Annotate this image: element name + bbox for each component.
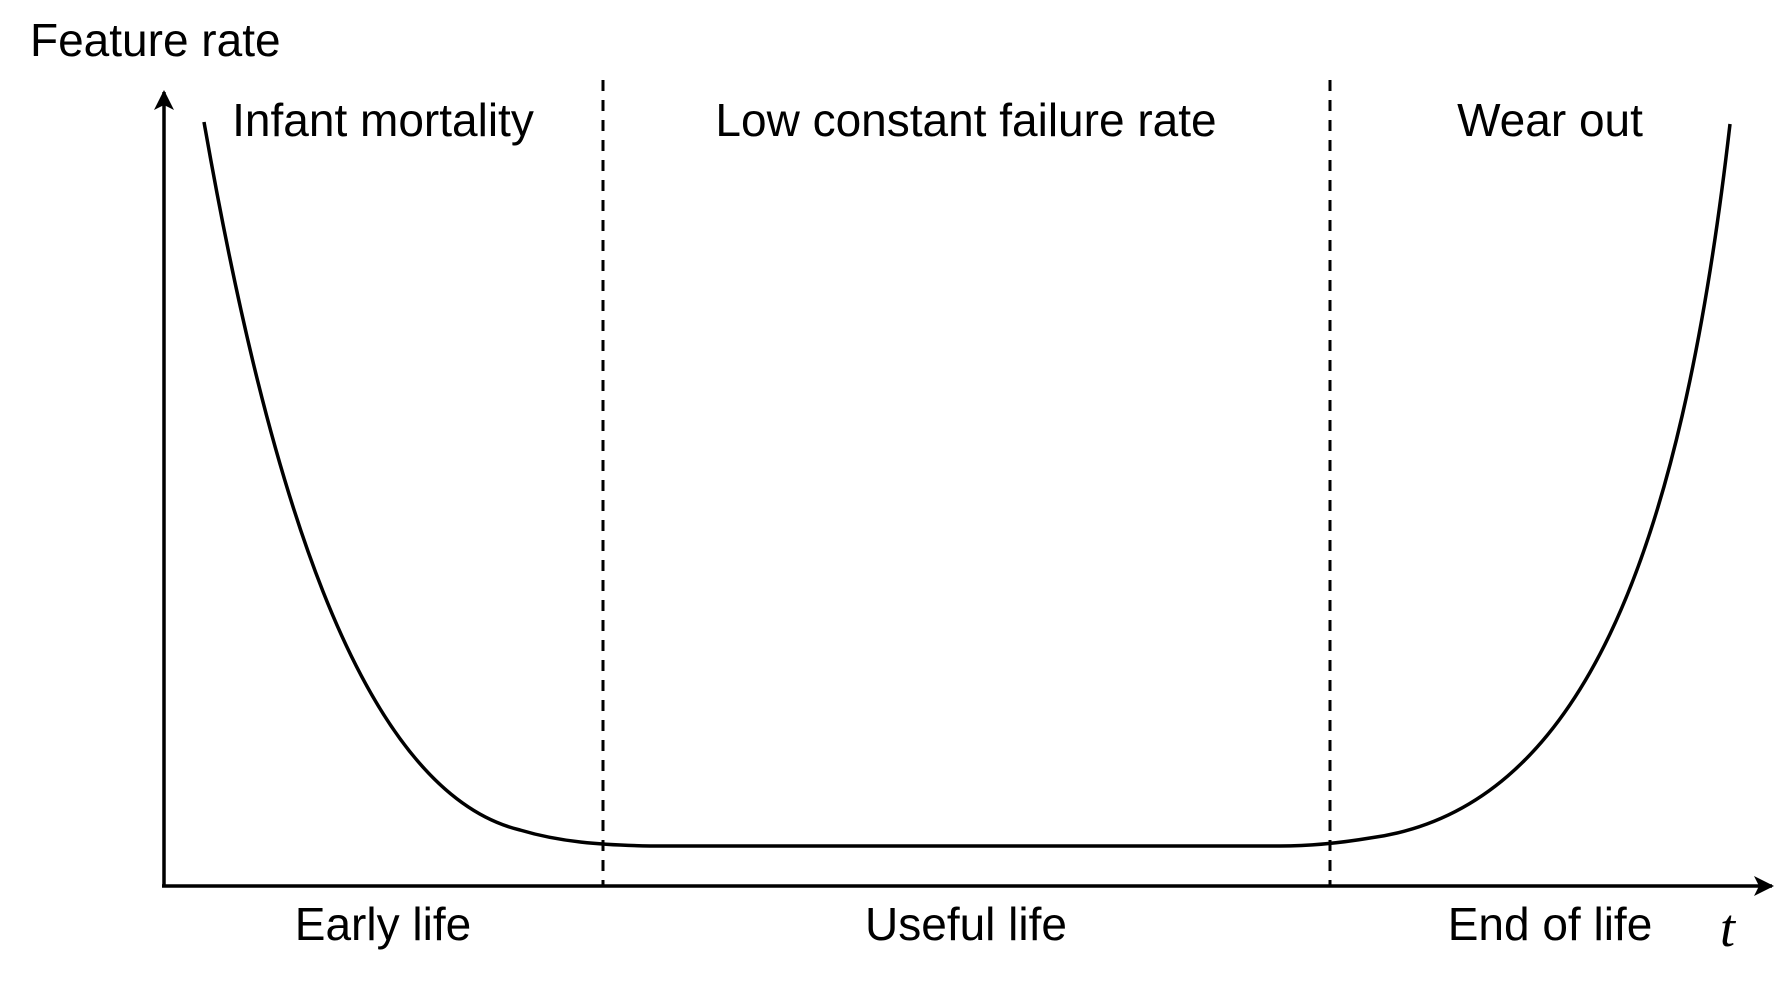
y-axis-label: Feature rate	[30, 14, 281, 66]
phase-label-low-constant-failure-rate: Low constant failure rate	[715, 94, 1216, 146]
failure-rate-curve	[202, 121, 1732, 848]
phase-label-wear-out: Wear out	[1457, 94, 1643, 146]
phase-label-useful-life: Useful life	[865, 898, 1067, 950]
phase-label-infant-mortality: Infant mortality	[232, 94, 534, 146]
x-axis-label: t	[1720, 898, 1737, 958]
phase-label-end-of-life: End of life	[1448, 898, 1653, 950]
phase-label-early-life: Early life	[295, 898, 471, 950]
